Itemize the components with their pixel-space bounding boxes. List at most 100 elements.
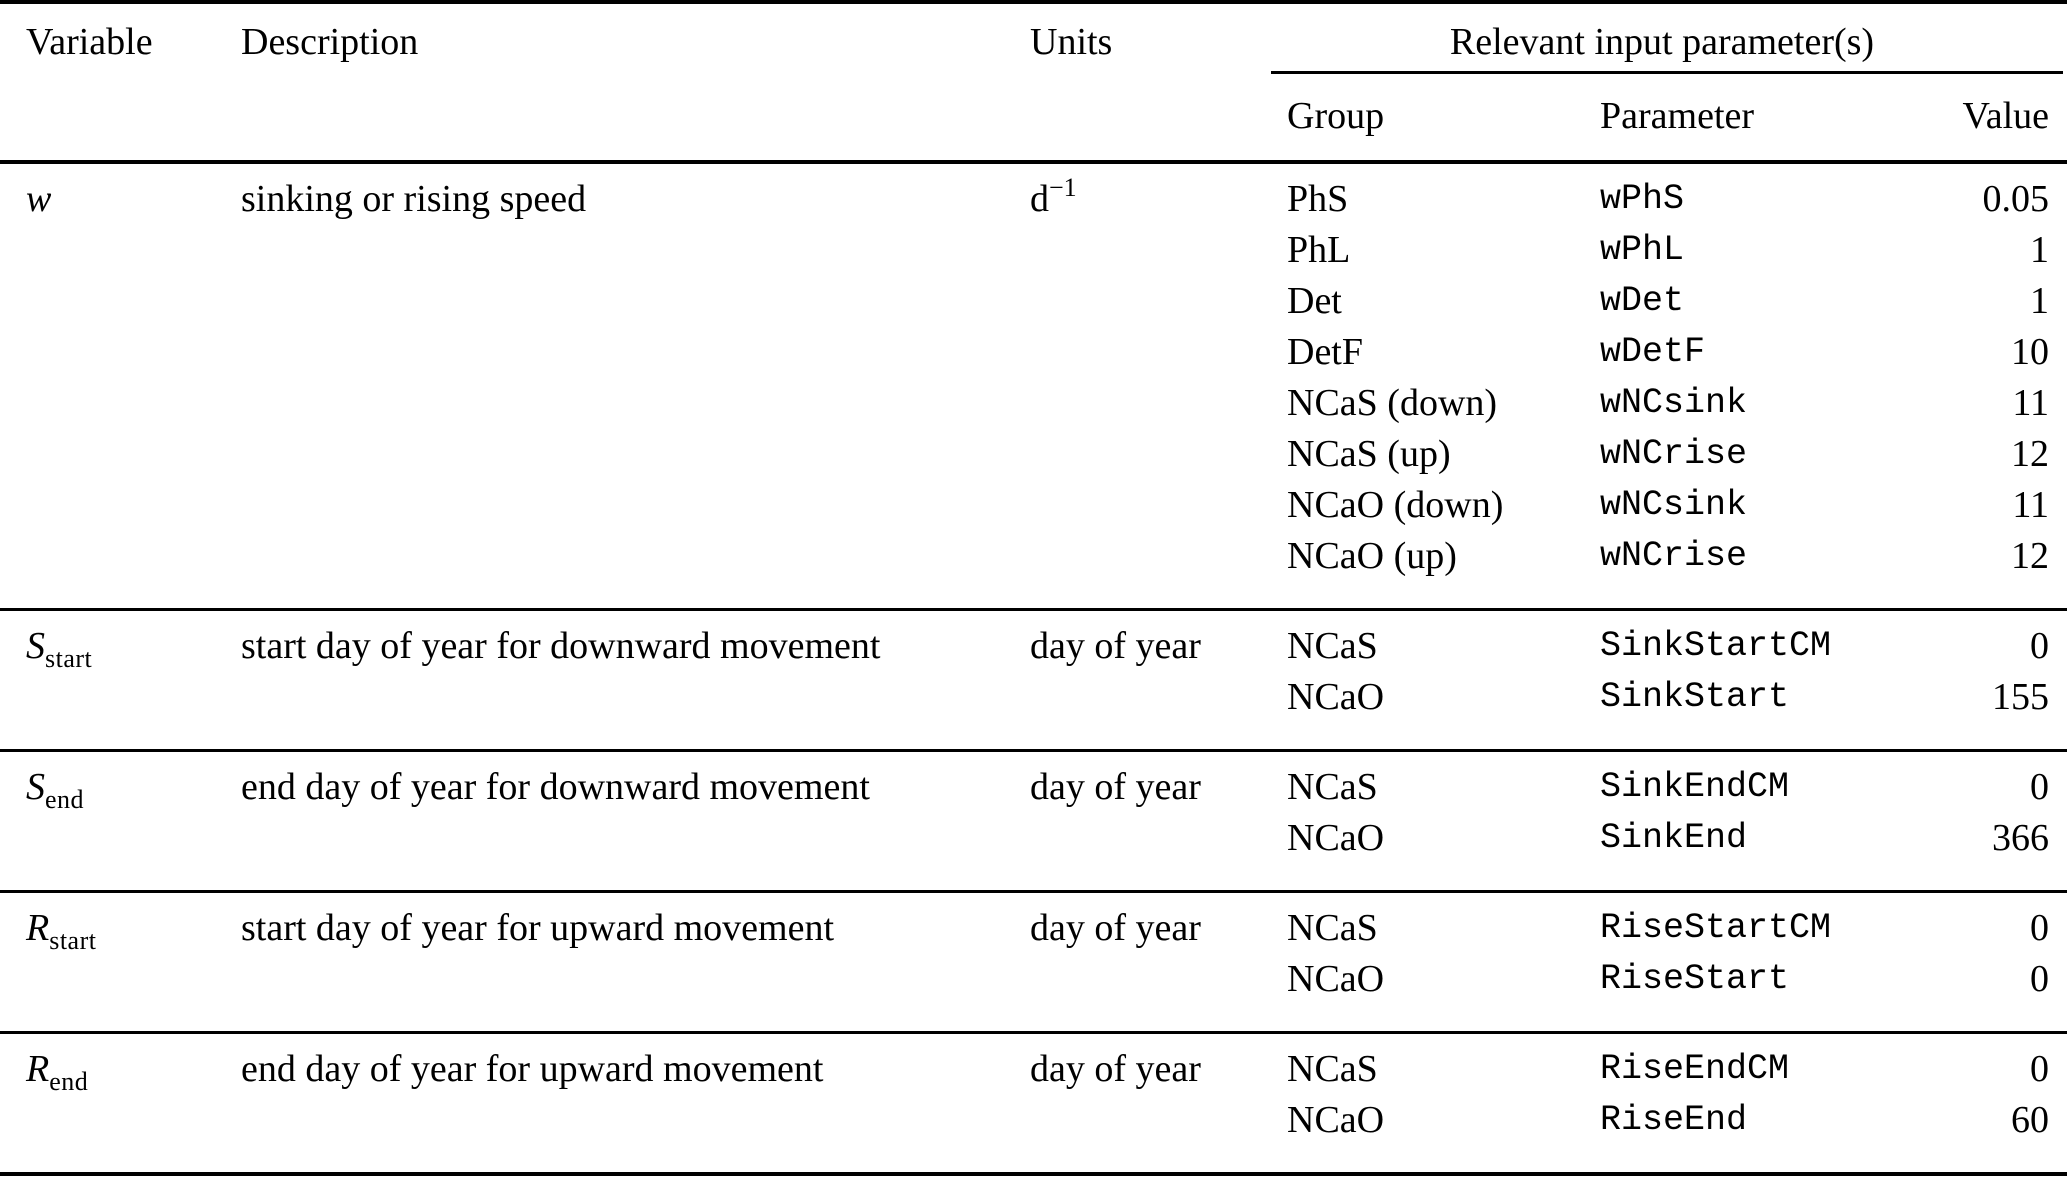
value-cell: 366 [1992, 817, 2049, 859]
table-row: DetF wDetF 10 [0, 327, 2067, 378]
parameter-cell: wNCsink [1600, 485, 1748, 525]
units-cell: d−1 [1000, 162, 1257, 610]
variable-subscript: end [45, 785, 85, 814]
variable-subscript: start [45, 644, 93, 673]
table-row: NCaO SinkEnd 366 [0, 813, 2067, 892]
parameter-cell: RiseEndCM [1600, 1049, 1790, 1089]
column-header-relevant-input-parameters: Relevant input parameter(s) [1257, 2, 2067, 74]
parameter-cell: RiseStart [1600, 959, 1790, 999]
row-group-r-start: Rstart start day of year for upward move… [0, 891, 2067, 1033]
group-cell: NCaO (up) [1287, 535, 1457, 577]
value-cell: 0 [2030, 1048, 2049, 1090]
variable-symbol: S [26, 625, 45, 667]
value-cell: 0 [2030, 766, 2049, 808]
group-cell: PhS [1287, 178, 1349, 220]
table-row: NCaO SinkStart 155 [0, 672, 2067, 751]
table-row: NCaO (up) wNCrise 12 [0, 531, 2067, 610]
table-row: NCaO (down) wNCsink 11 [0, 480, 2067, 531]
table-row: w sinking or rising speed d−1 PhS wPhS 0… [0, 162, 2067, 225]
parameter-cell: wNCsink [1600, 383, 1748, 423]
units-base: day of year [1030, 766, 1201, 808]
variable-subscript: start [49, 926, 97, 955]
group-cell: DetF [1287, 331, 1363, 373]
value-cell: 12 [2011, 433, 2049, 475]
group-cell: NCaO [1287, 958, 1385, 1000]
table-row: NCaO RiseEnd 60 [0, 1095, 2067, 1174]
value-cell: 0 [2030, 625, 2049, 667]
value-cell: 12 [2011, 535, 2049, 577]
group-cell: NCaS [1287, 625, 1378, 667]
column-header-variable: Variable [26, 21, 153, 63]
value-cell: 60 [2011, 1099, 2049, 1141]
variable-cell: w [0, 162, 211, 610]
value-cell: 155 [1992, 676, 2049, 718]
units-base: day of year [1030, 1048, 1201, 1090]
description-cell: end day of year for upward movement [241, 1048, 824, 1090]
parameter-cell: wNCrise [1600, 434, 1748, 474]
units-cell: day of year [1000, 751, 1257, 892]
variable-symbol: R [26, 1048, 50, 1090]
description-cell: start day of year for downward movement [241, 625, 881, 667]
variable-symbol: R [26, 907, 50, 949]
units-superscript: −1 [1049, 173, 1077, 202]
value-cell: 10 [2011, 331, 2049, 373]
table-row: NCaS (down) wNCsink 11 [0, 378, 2067, 429]
description-cell: start day of year for upward movement [241, 907, 835, 949]
row-group-s-start: Sstart start day of year for downward mo… [0, 609, 2067, 751]
parameter-cell: RiseStartCM [1600, 908, 1832, 948]
column-header-description: Description [241, 21, 419, 63]
group-cell: NCaO (down) [1287, 484, 1504, 526]
value-cell: 0 [2030, 907, 2049, 949]
group-cell: PhL [1287, 229, 1351, 271]
group-cell: NCaO [1287, 1099, 1385, 1141]
parameter-cell: wPhS [1600, 179, 1685, 219]
table-row: NCaO RiseStart 0 [0, 954, 2067, 1033]
parameter-cell: wPhL [1600, 230, 1685, 270]
description-cell: sinking or rising speed [241, 178, 587, 220]
table-row: PhL wPhL 1 [0, 225, 2067, 276]
units-base: day of year [1030, 907, 1201, 949]
table-row: Send end day of year for downward moveme… [0, 751, 2067, 814]
column-header-parameter: Parameter [1600, 95, 1755, 137]
variable-cell: Rend [0, 1033, 211, 1175]
group-cell: NCaS [1287, 1048, 1378, 1090]
variable-symbol: w [26, 178, 52, 220]
header-row-top: Variable Description Units Relevant inpu… [0, 2, 2067, 74]
column-header-group: Group [1287, 95, 1385, 137]
value-cell: 11 [2012, 382, 2049, 424]
units-base: day of year [1030, 625, 1201, 667]
parameter-cell: wDet [1600, 281, 1685, 321]
parameter-cell: SinkEnd [1600, 818, 1748, 858]
units-base: d [1030, 178, 1049, 220]
table-row: Rend end day of year for upward movement… [0, 1033, 2067, 1096]
header-row-sub: Group Parameter Value [0, 74, 2067, 162]
group-cell: NCaS [1287, 907, 1378, 949]
parameter-cell: SinkStartCM [1600, 626, 1832, 666]
variable-symbol: S [26, 766, 45, 808]
column-header-value: Value [1962, 95, 2049, 137]
value-cell: 0.05 [1982, 178, 2050, 220]
group-cell: NCaS (down) [1287, 382, 1498, 424]
row-group-w: w sinking or rising speed d−1 PhS wPhS 0… [0, 162, 2067, 610]
table-row: Det wDet 1 [0, 276, 2067, 327]
group-cell: NCaO [1287, 676, 1385, 718]
variable-subscript: end [49, 1067, 89, 1096]
value-cell: 0 [2030, 958, 2049, 1000]
column-header-units: Units [1030, 21, 1113, 63]
description-cell: end day of year for downward movement [241, 766, 870, 808]
units-cell: day of year [1000, 1033, 1257, 1175]
parameter-cell: SinkEndCM [1600, 767, 1790, 807]
units-cell: day of year [1000, 892, 1257, 1033]
row-group-s-end: Send end day of year for downward moveme… [0, 750, 2067, 892]
parameter-cell: wNCrise [1600, 536, 1748, 576]
group-cell: NCaO [1287, 817, 1385, 859]
table-row: Sstart start day of year for downward mo… [0, 610, 2067, 673]
table-header: Variable Description Units Relevant inpu… [0, 2, 2067, 162]
parameter-cell: SinkStart [1600, 677, 1790, 717]
variable-cell: Sstart [0, 610, 211, 751]
units-cell: day of year [1000, 610, 1257, 751]
variable-cell: Rstart [0, 892, 211, 1033]
value-cell: 1 [2030, 229, 2049, 271]
